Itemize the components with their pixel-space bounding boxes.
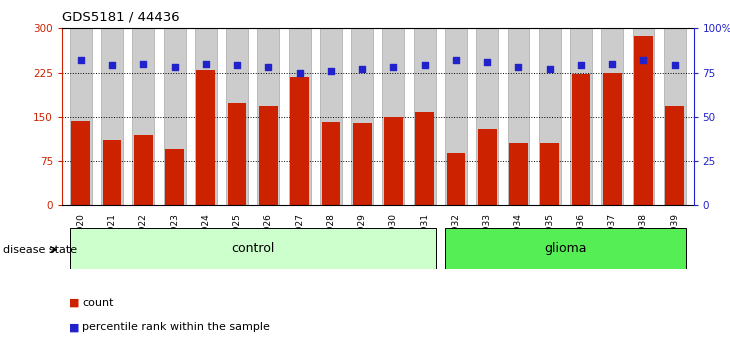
Bar	[258, 28, 280, 205]
Point	[637, 57, 649, 63]
Text: control: control	[231, 242, 274, 255]
Bar	[288, 28, 310, 205]
Point	[450, 57, 462, 63]
Bar	[196, 70, 215, 205]
Bar	[476, 28, 498, 205]
Text: ■: ■	[69, 298, 80, 308]
Bar	[72, 121, 91, 205]
Point	[356, 66, 368, 72]
Bar	[259, 106, 277, 205]
Bar	[445, 28, 467, 205]
Bar	[321, 121, 340, 205]
Bar	[602, 28, 623, 205]
Bar	[165, 149, 184, 205]
Point	[293, 70, 305, 75]
Point	[607, 61, 618, 67]
Bar	[228, 103, 247, 205]
Bar	[664, 28, 685, 205]
Text: glioma: glioma	[544, 242, 587, 255]
Bar	[291, 77, 309, 205]
Bar	[134, 135, 153, 205]
Bar	[132, 28, 154, 205]
Point	[388, 64, 399, 70]
Bar	[632, 28, 654, 205]
Point	[169, 64, 180, 70]
Bar	[478, 129, 496, 205]
Bar	[226, 28, 248, 205]
Bar	[509, 143, 528, 205]
Bar	[415, 112, 434, 205]
Text: count: count	[82, 298, 114, 308]
Bar	[383, 28, 404, 205]
Point	[419, 63, 431, 68]
Bar	[447, 153, 465, 205]
Bar	[353, 123, 372, 205]
Point	[325, 68, 337, 74]
Point	[107, 63, 118, 68]
Point	[544, 66, 556, 72]
Point	[200, 61, 212, 67]
Text: percentile rank within the sample: percentile rank within the sample	[82, 322, 270, 332]
Bar	[634, 36, 653, 205]
Bar	[414, 28, 436, 205]
Bar	[570, 28, 592, 205]
Bar	[384, 117, 403, 205]
Bar	[665, 106, 684, 205]
Point	[481, 59, 493, 65]
Bar	[507, 28, 529, 205]
Text: GDS5181 / 44436: GDS5181 / 44436	[62, 11, 180, 24]
Point	[231, 63, 243, 68]
Bar	[70, 28, 92, 205]
Bar	[70, 228, 436, 269]
Text: ■: ■	[69, 322, 80, 332]
Bar	[101, 28, 123, 205]
Bar	[540, 143, 559, 205]
Bar	[572, 74, 591, 205]
Bar	[351, 28, 373, 205]
Bar	[320, 28, 342, 205]
Text: disease state: disease state	[3, 245, 77, 255]
Point	[137, 61, 149, 67]
Point	[669, 63, 680, 68]
Point	[75, 57, 87, 63]
Bar	[539, 28, 561, 205]
Bar	[603, 73, 622, 205]
Point	[512, 64, 524, 70]
Bar	[445, 228, 685, 269]
Point	[575, 63, 587, 68]
Point	[263, 64, 274, 70]
Bar	[103, 141, 121, 205]
Bar	[195, 28, 217, 205]
Bar	[164, 28, 185, 205]
